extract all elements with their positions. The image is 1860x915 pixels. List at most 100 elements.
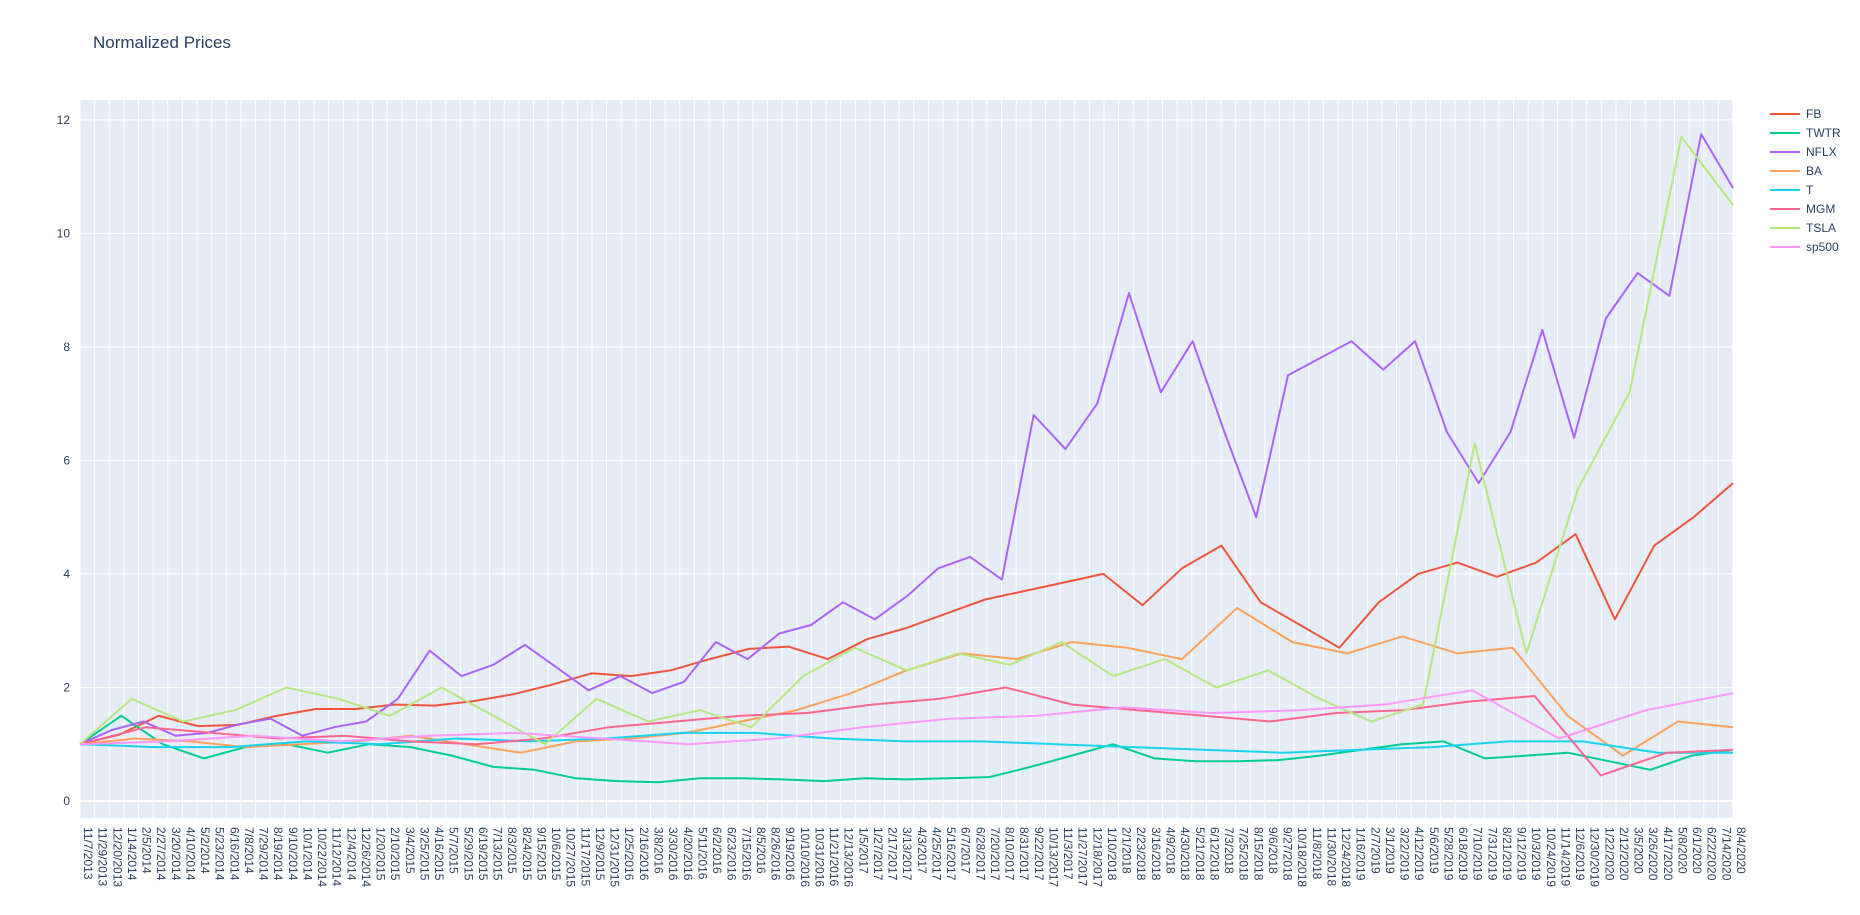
x-tick-label: 9/10/2014	[286, 827, 300, 881]
x-tick-label: 12/31/2015	[608, 827, 622, 887]
x-tick-label: 2/12/2020	[1617, 827, 1631, 881]
y-tick-label: 10	[57, 226, 71, 240]
x-tick-label: 5/23/2014	[213, 827, 227, 881]
x-tick-label: 4/30/2018	[1178, 827, 1192, 881]
x-tick-label: 6/2/2016	[710, 827, 724, 874]
x-tick-label: 11/3/2017	[1061, 827, 1075, 880]
x-tick-label: 7/10/2019	[1471, 827, 1485, 881]
x-tick-label: 4/20/2016	[681, 827, 695, 881]
y-tick-label: 8	[63, 340, 70, 354]
x-tick-label: 1/16/2019	[1354, 827, 1368, 881]
x-tick-label: 3/8/2016	[652, 827, 666, 874]
x-tick-label: 8/10/2017	[1003, 827, 1017, 881]
x-tick-label: 10/6/2015	[549, 827, 563, 881]
legend-label: sp500	[1806, 240, 1839, 254]
x-tick-label: 2/1/2018	[1120, 827, 1134, 874]
x-tick-label: 6/19/2015	[476, 827, 490, 881]
legend-item-tsla[interactable]: TSLA	[1770, 221, 1836, 235]
x-tick-label: 8/21/2019	[1500, 827, 1514, 881]
series-line-t	[79, 731, 1733, 754]
x-tick-label: 8/4/2020	[1734, 827, 1748, 874]
series-line-fb	[79, 482, 1734, 746]
x-tick-label: 6/7/2017	[959, 827, 973, 874]
legend-item-nflx[interactable]: NFLX	[1770, 145, 1837, 159]
x-tick-label: 9/6/2018	[1266, 827, 1280, 874]
x-tick-label: 2/7/2019	[1368, 827, 1382, 874]
x-tick-label: 8/3/2015	[505, 827, 519, 874]
x-tick-label: 12/20/2013	[110, 827, 124, 887]
x-tick-label: 5/28/2019	[1441, 827, 1455, 881]
x-tick-label: 10/18/2018	[1295, 827, 1309, 887]
x-tick-label: 12/30/2019	[1588, 827, 1602, 887]
x-tick-label: 12/9/2015	[593, 827, 607, 881]
x-tick-label: 5/8/2020	[1675, 827, 1689, 874]
x-tick-label: 5/16/2017	[944, 827, 958, 881]
x-tick-label: 4/16/2015	[432, 827, 446, 881]
x-tick-label: 4/12/2019	[1412, 827, 1426, 881]
x-tick-label: 6/12/2018	[1207, 827, 1221, 881]
x-tick-label: 2/16/2016	[637, 827, 651, 881]
x-tick-label: 8/15/2018	[1251, 827, 1265, 881]
plot-background	[80, 100, 1733, 818]
x-tick-label: 3/20/2014	[169, 827, 183, 881]
x-tick-label: 12/13/2016	[842, 827, 856, 887]
x-tick-label: 7/8/2014	[242, 827, 256, 874]
x-tick-label: 8/24/2015	[520, 827, 534, 881]
x-tick-label: 3/16/2018	[1149, 827, 1163, 881]
x-tick-label: 3/13/2017	[900, 827, 914, 881]
x-tick-label: 2/27/2014	[154, 827, 168, 881]
x-tick-label: 1/25/2016	[622, 827, 636, 881]
x-tick-label: 3/25/2015	[417, 827, 431, 881]
series-line-mgm	[79, 686, 1734, 777]
x-tick-label: 11/21/2016	[827, 827, 841, 886]
legend-label: TSLA	[1806, 221, 1836, 235]
x-tick-label: 9/27/2018	[1281, 827, 1295, 881]
x-tick-label: 3/5/2020	[1632, 827, 1646, 874]
x-tick-label: 12/24/2018	[1339, 827, 1353, 887]
x-tick-label: 11/27/2017	[1076, 827, 1090, 886]
x-tick-label: 8/31/2017	[1017, 827, 1031, 881]
x-tick-label: 6/18/2019	[1456, 827, 1470, 881]
x-tick-label: 11/29/2013	[96, 827, 110, 886]
x-tick-label: 6/23/2016	[725, 827, 739, 881]
x-tick-label: 5/2/2014	[198, 827, 212, 874]
x-tick-label: 5/7/2015	[447, 827, 461, 874]
x-tick-label: 10/24/2019	[1544, 827, 1558, 887]
x-tick-label: 8/19/2014	[271, 827, 285, 881]
x-tick-label: 1/14/2014	[125, 827, 139, 881]
y-tick-label: 0	[63, 794, 70, 808]
x-tick-label: 12/18/2017	[1090, 827, 1104, 887]
x-tick-label: 8/26/2016	[769, 827, 783, 881]
series-line-tsla	[79, 135, 1734, 746]
x-tick-label: 6/16/2014	[227, 827, 241, 881]
x-tick-label: 7/29/2014	[257, 827, 271, 881]
x-tick-label: 1/22/2020	[1602, 827, 1616, 881]
x-tick-label: 7/31/2019	[1485, 827, 1499, 881]
x-tick-label: 6/28/2017	[973, 827, 987, 881]
x-tick-label: 4/9/2018	[1163, 827, 1177, 874]
x-tick-label: 1/20/2015	[374, 827, 388, 881]
legend-item-twtr[interactable]: TWTR	[1770, 126, 1841, 140]
x-tick-label: 10/31/2016	[812, 827, 826, 887]
x-tick-label: 8/5/2016	[754, 827, 768, 874]
x-tick-label: 6/1/2020	[1690, 827, 1704, 874]
x-tick-label: 7/15/2016	[739, 827, 753, 881]
x-tick-label: 12/26/2014	[359, 827, 373, 887]
x-tick-label: 11/30/2018	[1324, 827, 1338, 886]
x-tick-label: 3/4/2015	[403, 827, 417, 874]
x-tick-label: 5/11/2016	[695, 827, 709, 880]
x-tick-label: 3/26/2020	[1646, 827, 1660, 881]
legend-item-fb[interactable]: FB	[1770, 107, 1821, 121]
x-gridlines	[79, 100, 1734, 818]
legend-item-ba[interactable]: BA	[1770, 164, 1822, 178]
x-tick-label: 1/10/2018	[1105, 827, 1119, 881]
legend-label: FB	[1806, 107, 1821, 121]
legend-item-sp500[interactable]: sp500	[1770, 240, 1839, 254]
x-tick-label: 7/25/2018	[1237, 827, 1251, 881]
legend-item-t[interactable]: T	[1770, 183, 1814, 197]
y-tick-label: 2	[63, 680, 70, 694]
x-tick-label: 2/5/2014	[140, 827, 154, 874]
legend-item-mgm[interactable]: MGM	[1770, 202, 1835, 216]
legend-label: T	[1806, 183, 1814, 197]
